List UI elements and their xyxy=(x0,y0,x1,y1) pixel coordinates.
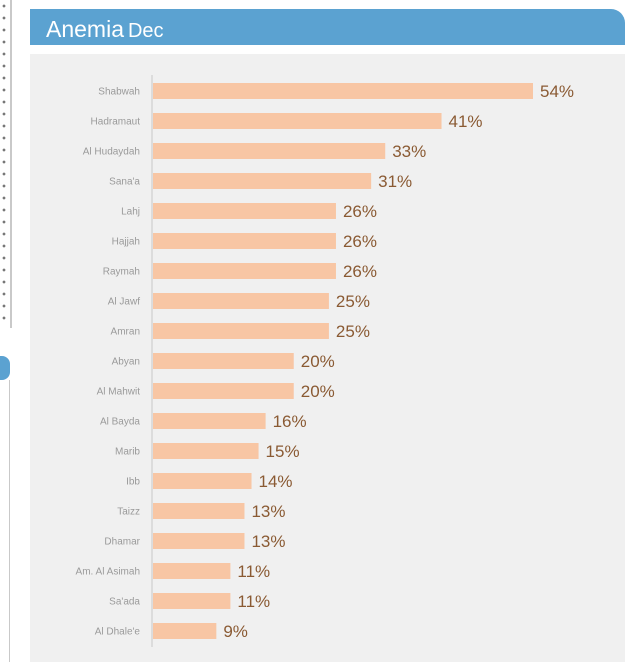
side-divider xyxy=(9,380,10,662)
category-label: Al Bayda xyxy=(100,417,140,428)
bar xyxy=(153,533,245,549)
chart-header: Anemia Dec xyxy=(30,9,625,45)
chart-title: Anemia Dec xyxy=(46,16,164,43)
bar xyxy=(153,83,533,99)
category-label: Sa'ada xyxy=(109,597,140,608)
bar xyxy=(153,143,386,159)
category-label: Ibb xyxy=(126,477,140,488)
bar xyxy=(153,203,336,219)
value-label: 13% xyxy=(251,532,285,551)
category-label: Hadramaut xyxy=(91,117,141,128)
bar xyxy=(153,563,231,579)
value-label: 16% xyxy=(273,412,307,431)
category-label: Lahj xyxy=(121,207,140,218)
value-label: 33% xyxy=(392,142,426,161)
bar xyxy=(153,173,372,189)
bar xyxy=(153,413,266,429)
value-label: 54% xyxy=(540,82,574,101)
chart-title-main: Anemia xyxy=(46,16,124,42)
value-label: 11% xyxy=(237,562,270,581)
value-label: 26% xyxy=(343,202,377,221)
value-label: 26% xyxy=(343,232,377,251)
chart-title-period: Dec xyxy=(127,20,164,42)
category-label: Marib xyxy=(115,447,140,458)
category-label: Al Hudaydah xyxy=(83,147,140,158)
category-label: Shabwah xyxy=(98,87,140,98)
binder-strip xyxy=(0,0,12,328)
category-label: Al Mahwit xyxy=(97,387,141,398)
value-label: 13% xyxy=(251,502,285,521)
category-label: Abyan xyxy=(112,357,140,368)
value-label: 41% xyxy=(449,112,483,131)
value-label: 15% xyxy=(266,442,300,461)
bar xyxy=(153,443,259,459)
value-label: 9% xyxy=(223,622,248,641)
category-label: Dhamar xyxy=(104,537,140,548)
category-label: Raymah xyxy=(103,267,140,278)
bar xyxy=(153,113,442,129)
category-label: Taizz xyxy=(117,507,140,518)
bar xyxy=(153,233,336,249)
value-label: 25% xyxy=(336,322,370,341)
category-label: Al Jawf xyxy=(108,297,140,308)
value-label: 25% xyxy=(336,292,370,311)
value-label: 20% xyxy=(301,382,335,401)
value-label: 26% xyxy=(343,262,377,281)
chart-panel: Shabwah 54% Hadramaut 41% Al Hudaydah 33% Sana… xyxy=(30,54,625,662)
category-label: Sana'a xyxy=(109,177,140,188)
bar-chart: Shabwah 54% Hadramaut 41% Al Hudaydah 33% Sana… xyxy=(76,75,574,647)
value-label: 20% xyxy=(301,352,335,371)
category-label: Amran xyxy=(111,327,140,338)
bar xyxy=(153,503,245,519)
value-label: 14% xyxy=(259,472,293,491)
side-tab xyxy=(0,356,10,380)
value-label: 11% xyxy=(237,592,270,611)
bar xyxy=(153,383,294,399)
bar xyxy=(153,593,231,609)
category-label: Hajjah xyxy=(112,237,140,248)
value-label: 31% xyxy=(378,172,412,191)
bar xyxy=(153,263,336,279)
bar xyxy=(153,623,217,639)
bar xyxy=(153,353,294,369)
category-label: Al Dhale'e xyxy=(95,627,141,638)
bar xyxy=(153,293,329,309)
category-label: Am. Al Asimah xyxy=(76,567,140,578)
bar xyxy=(153,473,252,489)
bar xyxy=(153,323,329,339)
